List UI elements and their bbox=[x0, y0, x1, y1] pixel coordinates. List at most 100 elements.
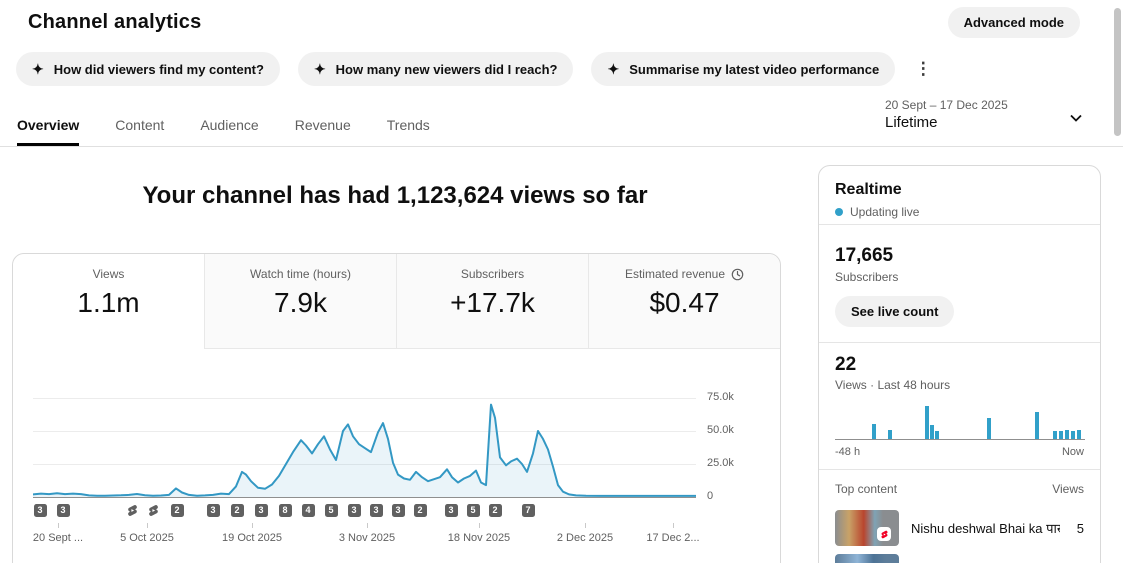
video-count-marker[interactable]: 2 bbox=[230, 504, 244, 517]
realtime-axis-end-label: Now bbox=[1061, 446, 1084, 458]
metric-label: Views bbox=[13, 267, 204, 281]
top-content-row[interactable]: Nishu deshwal Bhai ka पास दो... 5 bbox=[835, 506, 1084, 550]
video-count-marker[interactable]: 3 bbox=[444, 504, 458, 517]
tab-trends[interactable]: Trends bbox=[386, 117, 430, 133]
top-content-row[interactable]: Nishu deshwal Bhai mane Re...4 bbox=[835, 550, 1084, 563]
chevron-down-icon[interactable] bbox=[1066, 108, 1086, 128]
video-count-marker[interactable]: 2 bbox=[488, 504, 502, 517]
top-content-title: Top content bbox=[835, 482, 898, 496]
x-axis-tick-label: 2 Dec 2025 bbox=[556, 532, 614, 544]
realtime-title: Realtime bbox=[835, 181, 902, 198]
overview-metrics-card: Views 1.1m Watch time (hours) 7.9k Subscribe… bbox=[12, 253, 781, 563]
tab-audience[interactable]: Audience bbox=[200, 117, 259, 133]
x-axis-tick-label: 3 Nov 2025 bbox=[338, 532, 396, 544]
top-content-list: Nishu deshwal Bhai ka पास दो...5Nishu de… bbox=[835, 506, 1084, 563]
y-axis-tick-label: 25.0k bbox=[707, 457, 734, 469]
x-axis-tick-label: 20 Sept ... bbox=[32, 532, 84, 544]
suggestion-chip-0[interactable]: ✦ How did viewers find my content? bbox=[16, 52, 280, 86]
video-count-marker[interactable]: 3 bbox=[369, 504, 383, 517]
metric-value: 7.9k bbox=[274, 287, 327, 318]
sparkle-icon: ✦ bbox=[607, 61, 620, 77]
realtime-status-label: Updating live bbox=[850, 205, 920, 219]
x-axis-tick bbox=[252, 523, 253, 528]
sparkle-icon: ✦ bbox=[32, 61, 44, 77]
metric-label-text: Estimated revenue bbox=[624, 267, 726, 281]
video-count-marker[interactable]: 3 bbox=[33, 504, 47, 517]
metric-label: Estimated revenue bbox=[589, 267, 780, 281]
y-axis-tick-label: 0 bbox=[707, 490, 714, 502]
analytics-tabs-bar: Overview Content Audience Revenue Trends bbox=[0, 104, 1123, 147]
shorts-icon bbox=[127, 505, 137, 516]
realtime-axis-start-label: -48 h bbox=[835, 446, 861, 458]
tab-overview[interactable]: Overview bbox=[17, 104, 80, 146]
realtime-subscriber-count: 17,665 bbox=[835, 245, 894, 266]
suggestion-chip-label: Summarise my latest video performance bbox=[629, 61, 880, 77]
metric-label-text: Views bbox=[92, 267, 125, 281]
views-line-chart[interactable] bbox=[33, 391, 696, 503]
shorts-icon-marker[interactable] bbox=[126, 504, 139, 517]
metric-value: +17.7k bbox=[450, 287, 535, 318]
video-count-marker[interactable]: 4 bbox=[301, 504, 315, 517]
analytics-tabs: Overview Content Audience Revenue Trends bbox=[17, 104, 1123, 146]
video-thumbnail bbox=[835, 554, 899, 563]
video-title: Nishu deshwal Bhai ka पास दो... bbox=[911, 521, 1060, 536]
video-count-marker[interactable]: 3 bbox=[206, 504, 220, 517]
suggestion-chip-label: How did viewers find my content? bbox=[53, 61, 264, 77]
metric-label-text: Watch time (hours) bbox=[250, 267, 351, 281]
page-title: Channel analytics bbox=[28, 11, 202, 33]
see-live-count-button[interactable]: See live count bbox=[835, 296, 955, 327]
video-count-marker[interactable]: 3 bbox=[391, 504, 405, 517]
video-thumbnail bbox=[835, 510, 899, 546]
realtime-views-label: Views · Last 48 hours bbox=[835, 378, 951, 392]
video-count-marker[interactable]: 5 bbox=[324, 504, 338, 517]
tab-revenue[interactable]: Revenue bbox=[294, 117, 351, 133]
page-scrollbar-thumb[interactable] bbox=[1114, 8, 1121, 136]
suggestion-chip-label: How many new viewers did I reach? bbox=[335, 61, 558, 77]
date-range-preset: Lifetime bbox=[885, 114, 938, 131]
sparkle-icon: ✦ bbox=[313, 61, 326, 77]
metric-value: 1.1m bbox=[77, 287, 140, 318]
divider bbox=[819, 469, 1100, 470]
x-axis-tick-label: 18 Nov 2025 bbox=[447, 532, 511, 544]
video-count-marker[interactable]: 7 bbox=[521, 504, 535, 517]
chart-zero-axis bbox=[33, 497, 696, 498]
metric-value: $0.47 bbox=[649, 287, 720, 318]
video-count-marker[interactable]: 2 bbox=[170, 504, 184, 517]
tab-content[interactable]: Content bbox=[115, 117, 165, 133]
date-range-text: 20 Sept – 17 Dec 2025 bbox=[885, 98, 1008, 112]
shorts-badge-icon bbox=[877, 527, 891, 541]
video-count-marker[interactable]: 8 bbox=[278, 504, 292, 517]
suggestion-chip-1[interactable]: ✦ How many new viewers did I reach? bbox=[297, 52, 574, 86]
realtime-card: Realtime Updating live 17,665 Subscriber… bbox=[818, 165, 1101, 563]
video-count-marker[interactable]: 3 bbox=[347, 504, 361, 517]
metric-tab-subscribers[interactable]: Subscribers +17.7k bbox=[396, 254, 588, 349]
x-axis-tick bbox=[147, 523, 148, 528]
video-count-marker[interactable]: 3 bbox=[56, 504, 70, 517]
chart-gridline bbox=[33, 464, 696, 465]
suggestion-chip-2[interactable]: ✦ Summarise my latest video performance bbox=[591, 52, 896, 86]
x-axis-tick bbox=[479, 523, 480, 528]
chart-gridline bbox=[33, 398, 696, 399]
date-range-selector[interactable]: 20 Sept – 17 Dec 2025 Lifetime bbox=[885, 98, 1008, 131]
x-axis-tick bbox=[673, 523, 674, 528]
metric-tab-estimated-revenue[interactable]: Estimated revenue $0.47 bbox=[588, 254, 780, 349]
live-dot-icon bbox=[835, 208, 843, 216]
metric-tab-watch-time-hours-[interactable]: Watch time (hours) 7.9k bbox=[204, 254, 396, 349]
top-content-header: Top content Views bbox=[835, 482, 1084, 496]
x-axis-tick-label: 17 Dec 2... bbox=[646, 532, 700, 544]
top-content-views-header: Views bbox=[1052, 482, 1084, 496]
x-axis-tick-label: 5 Oct 2025 bbox=[120, 532, 174, 544]
realtime-views-bar-chart[interactable] bbox=[835, 400, 1085, 441]
metric-label: Watch time (hours) bbox=[205, 267, 396, 281]
more-options-icon[interactable]: ⋮ bbox=[914, 59, 932, 78]
metric-tab-views[interactable]: Views 1.1m bbox=[13, 254, 204, 349]
shorts-icon-marker[interactable] bbox=[147, 504, 160, 517]
x-axis-tick-label: 19 Oct 2025 bbox=[222, 532, 282, 544]
divider bbox=[819, 224, 1100, 225]
video-count-marker[interactable]: 2 bbox=[413, 504, 427, 517]
video-count-marker[interactable]: 3 bbox=[254, 504, 268, 517]
realtime-views-count: 22 bbox=[835, 354, 857, 375]
video-count-marker[interactable]: 5 bbox=[466, 504, 480, 517]
advanced-mode-button[interactable]: Advanced mode bbox=[947, 7, 1080, 38]
